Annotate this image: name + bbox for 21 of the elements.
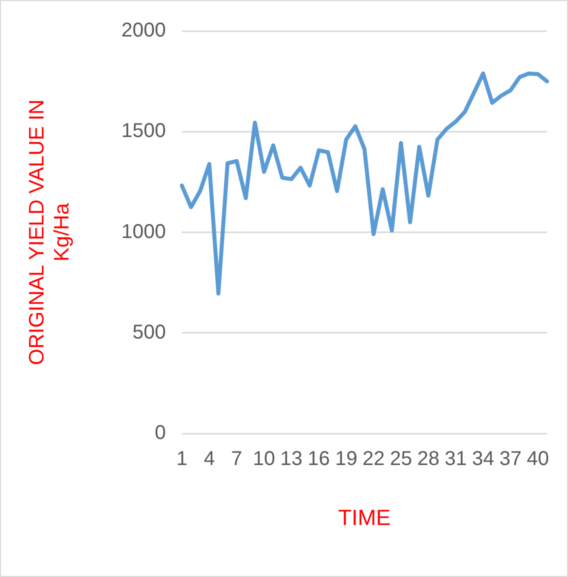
- x-tick-label: 1: [176, 448, 188, 470]
- x-tick-label: 10: [252, 448, 276, 470]
- x-tick-label: 4: [204, 448, 215, 470]
- x-tick-label: 22: [362, 448, 385, 470]
- y-tick-label: 1000: [121, 220, 166, 243]
- x-tick-label: 7: [231, 448, 242, 470]
- y-axis-title: ORIGINAL YIELD VALUE IN Kg/Ha: [25, 99, 74, 366]
- x-tick-label: 16: [308, 448, 330, 470]
- x-tick-label: 25: [390, 448, 412, 470]
- x-tick-label: 13: [280, 448, 303, 470]
- x-tick-label: 19: [335, 448, 358, 470]
- x-tick-label: 31: [444, 448, 467, 470]
- x-tick-label: 34: [472, 448, 494, 470]
- y-tick-label: 500: [132, 321, 166, 344]
- y-tick-label: 2000: [121, 20, 166, 42]
- y-tick-label: 1500: [121, 120, 166, 142]
- y-tick-label: 0: [154, 422, 166, 444]
- x-tick-label: 37: [499, 448, 522, 470]
- x-tick-label: 40: [526, 448, 549, 470]
- x-axis-title: TIME: [338, 504, 391, 530]
- x-tick-label: 28: [417, 448, 440, 470]
